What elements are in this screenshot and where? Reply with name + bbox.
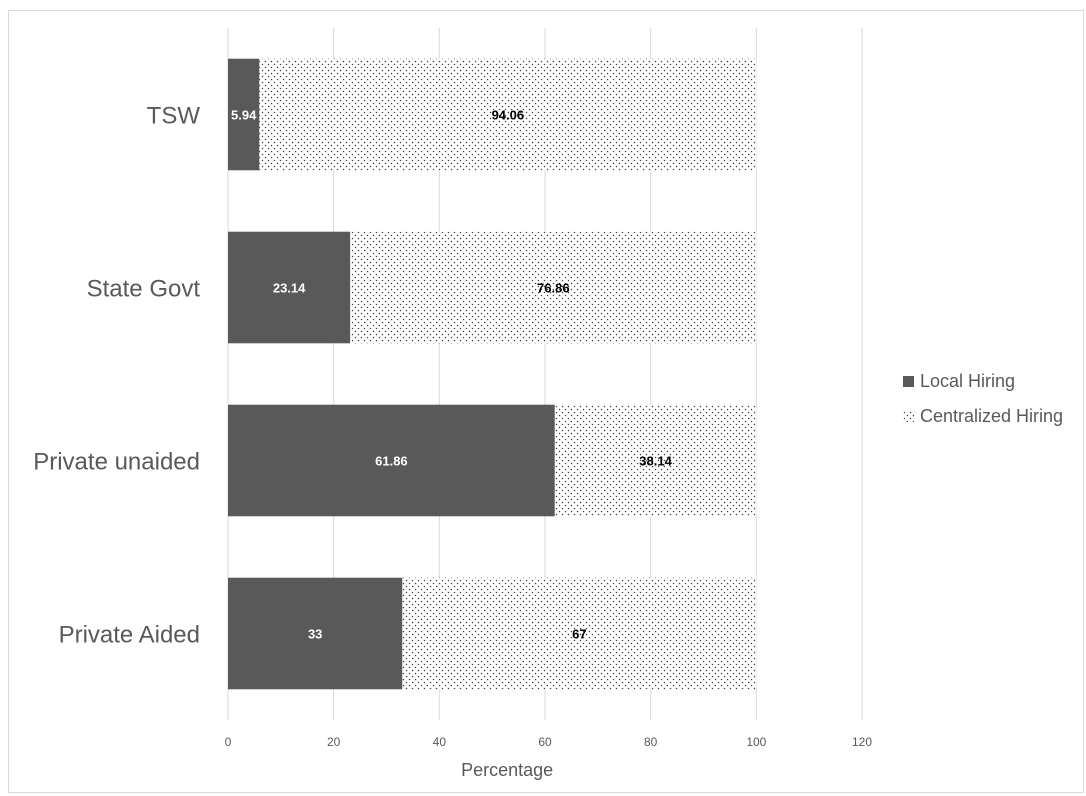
category-label: TSW — [147, 103, 201, 130]
bar-segment — [228, 58, 260, 171]
legend-label: Centralized Hiring — [920, 406, 1063, 426]
x-tick-label: 80 — [644, 735, 658, 749]
bar-segment — [402, 577, 757, 690]
data-label: 33 — [308, 627, 322, 642]
bar-segment — [554, 404, 757, 517]
x-tick-label: 0 — [225, 735, 232, 749]
x-tick-labels: 0 20 40 60 80 100 120 — [225, 735, 873, 749]
legend: Local Hiring Centralized Hiring — [903, 371, 1063, 426]
bar-segment — [228, 577, 403, 690]
data-label: 38.14 — [639, 454, 672, 469]
x-tick-label: 20 — [327, 735, 341, 749]
category-labels: TSW State Govt Private unaided Private Aide… — [33, 103, 200, 649]
bar-segment — [228, 404, 555, 517]
legend-swatch — [903, 411, 914, 422]
data-label: 5.94 — [231, 108, 257, 123]
legend-swatch — [903, 376, 914, 387]
x-axis-title: Percentage — [461, 760, 553, 780]
data-label: 61.86 — [375, 454, 408, 469]
data-label: 23.14 — [273, 281, 306, 296]
legend-label: Local Hiring — [920, 371, 1015, 391]
bar-segment — [228, 231, 351, 344]
category-label: Private Aided — [59, 622, 200, 649]
x-tick-label: 60 — [538, 735, 552, 749]
data-label: 67 — [572, 627, 586, 642]
x-tick-label: 40 — [433, 735, 447, 749]
bar-segment — [350, 231, 757, 344]
x-tick-label: 100 — [746, 735, 766, 749]
data-labels: 5.94 94.06 23.14 76.86 61.86 38.14 33 67 — [231, 108, 673, 642]
x-tick-label: 120 — [852, 735, 872, 749]
data-label: 94.06 — [492, 108, 525, 123]
bar-segment — [259, 58, 757, 171]
bars — [228, 58, 757, 690]
category-label: State Govt — [87, 276, 201, 303]
category-label: Private unaided — [33, 449, 200, 476]
data-label: 76.86 — [537, 281, 570, 296]
